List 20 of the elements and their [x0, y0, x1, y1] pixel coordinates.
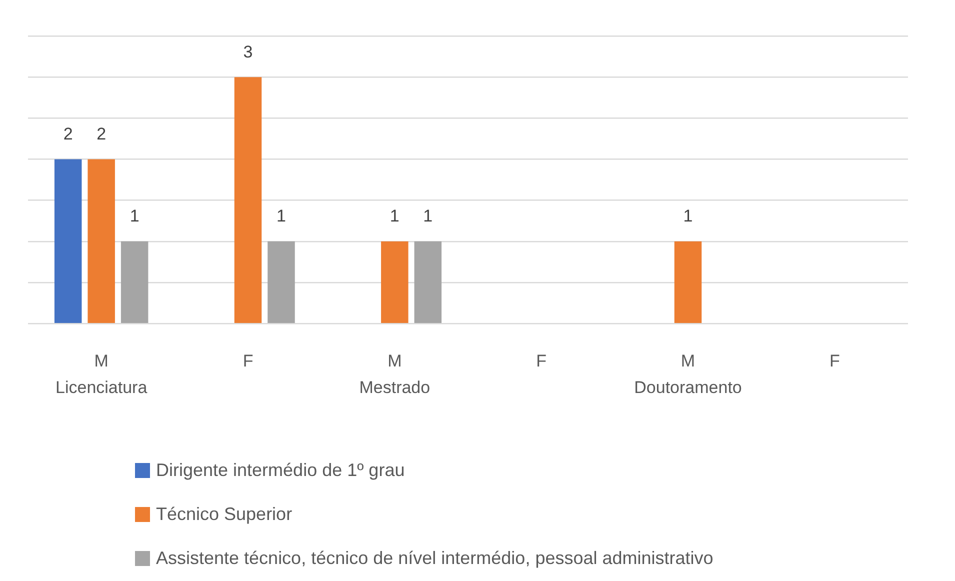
legend-label: Dirigente intermédio de 1º grau [156, 460, 405, 480]
data-label: 3 [243, 42, 253, 62]
text: Doutoramento [634, 378, 742, 397]
x-tick-label: M [680, 351, 696, 370]
text: Licenciatura [55, 378, 148, 397]
data-label: 1 [130, 206, 140, 226]
data-label: 1 [390, 206, 400, 226]
data-label: 1 [683, 206, 693, 226]
x-tick-label: M [388, 351, 402, 370]
data-label: 2 [63, 124, 73, 144]
x-tick-label: M [94, 351, 108, 370]
text: Mestrado [359, 378, 430, 397]
x-tick-label: F [242, 351, 254, 370]
x-tick-label: F [536, 351, 547, 370]
x-tick-label: F [829, 351, 840, 370]
legend-label: Técnico Superior [156, 504, 292, 524]
legend-label: Assistente técnico, técnico de nível intermédio, pessoal administrativo [156, 548, 714, 568]
data-label: 1 [276, 206, 286, 226]
data-label: 1 [423, 206, 433, 226]
data-label: 2 [96, 124, 106, 144]
